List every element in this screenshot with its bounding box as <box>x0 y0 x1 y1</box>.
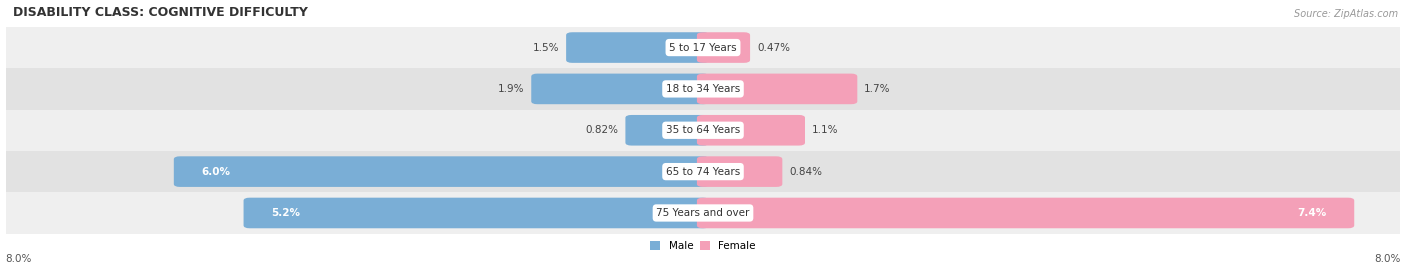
Text: 1.1%: 1.1% <box>813 125 838 135</box>
Legend: Male, Female: Male, Female <box>645 237 761 255</box>
Bar <box>6 68 1400 110</box>
Text: 5.2%: 5.2% <box>271 208 301 218</box>
Text: 6.0%: 6.0% <box>201 167 231 177</box>
FancyBboxPatch shape <box>697 115 806 146</box>
Bar <box>6 192 1400 234</box>
Text: 35 to 64 Years: 35 to 64 Years <box>666 125 740 135</box>
Text: Source: ZipAtlas.com: Source: ZipAtlas.com <box>1294 9 1398 19</box>
Bar <box>6 27 1400 68</box>
FancyBboxPatch shape <box>697 156 782 187</box>
Text: 18 to 34 Years: 18 to 34 Years <box>666 84 740 94</box>
Text: 1.7%: 1.7% <box>865 84 891 94</box>
Text: 0.84%: 0.84% <box>789 167 823 177</box>
FancyBboxPatch shape <box>697 74 858 104</box>
Text: 8.0%: 8.0% <box>1374 254 1400 264</box>
Text: 0.47%: 0.47% <box>756 43 790 53</box>
Text: 1.5%: 1.5% <box>533 43 560 53</box>
Text: 8.0%: 8.0% <box>6 254 32 264</box>
Text: DISABILITY CLASS: COGNITIVE DIFFICULTY: DISABILITY CLASS: COGNITIVE DIFFICULTY <box>13 6 308 19</box>
FancyBboxPatch shape <box>567 32 709 63</box>
FancyBboxPatch shape <box>697 32 749 63</box>
FancyBboxPatch shape <box>626 115 709 146</box>
Bar <box>6 110 1400 151</box>
Text: 0.82%: 0.82% <box>585 125 619 135</box>
FancyBboxPatch shape <box>697 198 1354 228</box>
FancyBboxPatch shape <box>531 74 709 104</box>
FancyBboxPatch shape <box>243 198 709 228</box>
Text: 65 to 74 Years: 65 to 74 Years <box>666 167 740 177</box>
Bar <box>6 151 1400 192</box>
Text: 7.4%: 7.4% <box>1298 208 1326 218</box>
FancyBboxPatch shape <box>174 156 709 187</box>
Text: 1.9%: 1.9% <box>498 84 524 94</box>
Text: 75 Years and over: 75 Years and over <box>657 208 749 218</box>
Text: 5 to 17 Years: 5 to 17 Years <box>669 43 737 53</box>
